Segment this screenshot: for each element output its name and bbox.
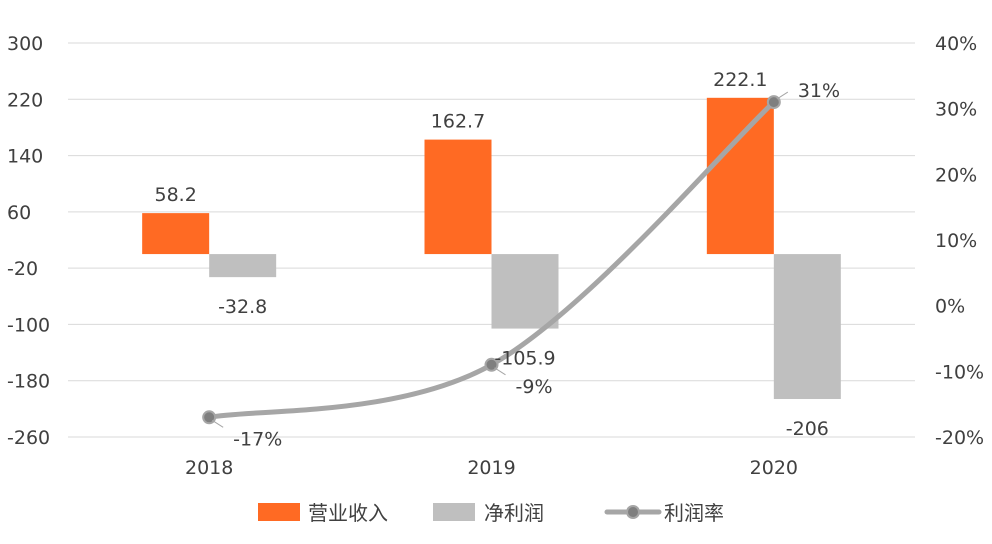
y-left-tick-label: -260	[7, 427, 50, 449]
legend-label: 净利润	[484, 501, 544, 525]
y-right-tick-label: 40%	[935, 33, 977, 55]
legend: 营业收入 净利润 利润率	[258, 501, 724, 525]
leader-line	[211, 419, 224, 428]
legend-swatch	[258, 503, 300, 521]
y-left-tick-label: 140	[7, 146, 43, 168]
x-tick-label: 2020	[750, 457, 798, 479]
y-right-tick-label: 20%	[935, 164, 977, 186]
legend-marker	[626, 505, 640, 519]
bar-data-label: -206	[786, 418, 829, 440]
y-left-tick-label: 220	[7, 89, 43, 111]
y-left-tick-label: -100	[7, 314, 50, 336]
data-labels: 58.2 162.7 222.1 -32.8 -105.9 -206 -17% -9% 31%	[155, 69, 841, 450]
y-right-tick-label: -10%	[935, 361, 984, 383]
y-left-tick-label: 300	[7, 33, 43, 55]
line-data-label: -17%	[233, 428, 282, 450]
bar-data-label: -32.8	[218, 296, 267, 318]
y-right-tick-label: -20%	[935, 427, 984, 449]
leader-line	[776, 91, 789, 100]
bar	[424, 139, 492, 255]
legend-label: 利润率	[664, 501, 724, 525]
left-axis-ticks: 300 220 140 60 -20 -100 -180 -260	[7, 33, 50, 449]
y-left-tick-label: -20	[7, 258, 38, 280]
right-axis-ticks: 40% 30% 20% 10% 0% -10% -20%	[935, 33, 984, 449]
x-axis-ticks: 2018 2019 2020	[185, 457, 798, 479]
y-left-tick-label: -180	[7, 371, 50, 393]
bar-data-label: 58.2	[155, 184, 197, 206]
legend-label: 营业收入	[308, 501, 388, 525]
bar-marks	[142, 97, 841, 400]
legend-swatch	[433, 503, 475, 521]
y-right-tick-label: 30%	[935, 99, 977, 121]
bar-data-label: -105.9	[494, 348, 555, 370]
leader-line	[494, 367, 506, 376]
bar-data-label: 222.1	[713, 69, 767, 91]
y-right-tick-label: 0%	[935, 296, 965, 318]
y-left-tick-label: 60	[7, 202, 31, 224]
y-right-tick-label: 10%	[935, 230, 977, 252]
bar	[142, 213, 210, 255]
x-tick-label: 2018	[185, 457, 233, 479]
line-series	[202, 91, 789, 428]
bar	[706, 97, 774, 255]
bar	[209, 254, 277, 278]
bar	[773, 254, 841, 400]
line-data-label: 31%	[798, 80, 840, 102]
bar-data-label: 162.7	[431, 111, 485, 133]
x-tick-label: 2019	[467, 457, 515, 479]
line-data-label: -9%	[516, 376, 553, 398]
bar	[491, 254, 559, 329]
